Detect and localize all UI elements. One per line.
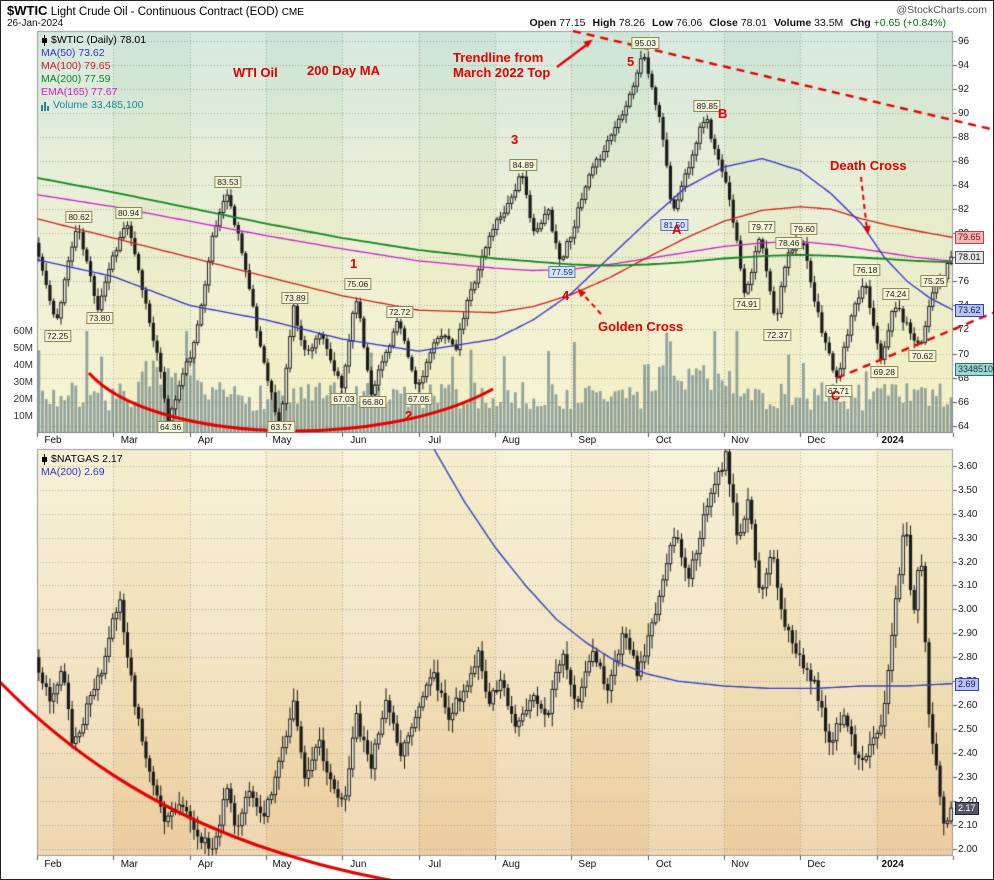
quote-value: +0.65 (+0.84%) (873, 17, 946, 29)
chart-date: 26-Jan-2024 (7, 18, 64, 29)
wtic-legend: $WTIC (Daily) 78.01 MA(50) 73.62 MA(100) 7… (41, 34, 146, 111)
volume-bars-icon (41, 101, 49, 111)
instrument-name: Light Crude Oil - Continuous Contract (E… (50, 6, 279, 18)
quote-value: 77.15 (559, 17, 586, 29)
quote-value: 78.01 (740, 17, 768, 29)
legend-item: MA(200) 77.59 (41, 73, 146, 85)
legend-text: $NATGAS 2.17 (51, 453, 123, 465)
legend-item: Volume 33,485,100 (41, 99, 146, 111)
quote-label: Close (709, 17, 741, 29)
legend-text: MA(100) 79.65 (41, 60, 111, 72)
quote-label: Low (652, 17, 676, 29)
legend-text: MA(50) 73.62 (41, 47, 105, 59)
legend-item: MA(200) 2.69 (41, 466, 123, 478)
quote-value: 78.26 (618, 17, 646, 29)
quote-label: Volume (774, 17, 815, 29)
source-credit: @StockCharts.com (896, 4, 987, 16)
legend-text: MA(200) 77.59 (41, 73, 111, 85)
quote-value: 33.5M (814, 17, 844, 29)
natgas-legend: $NATGAS 2.17 MA(200) 2.69 (41, 453, 123, 478)
legend-text: $WTIC (Daily) 78.01 (51, 34, 147, 46)
exchange: CME (281, 7, 304, 18)
quote-value: 76.06 (675, 17, 703, 29)
quote-label: High (592, 17, 619, 29)
ohlc-quote-line: Open 77.15 High 78.26 Low 76.06 Close 78.01… (529, 17, 953, 29)
candlestick-icon (42, 34, 47, 46)
legend-item: EMA(165) 77.67 (41, 86, 146, 98)
legend-item: MA(100) 79.65 (41, 60, 146, 72)
legend-text: EMA(165) 77.67 (41, 86, 118, 98)
candlestick-icon (42, 453, 47, 465)
legend-item: $WTIC (Daily) 78.01 (41, 34, 146, 46)
legend-item: MA(50) 73.62 (41, 47, 146, 59)
legend-text: MA(200) 2.69 (41, 466, 105, 478)
legend-item: $NATGAS 2.17 (41, 453, 123, 465)
quote-label: Chg (850, 17, 874, 29)
chart-header: $WTIC Light Crude Oil - Continuous Contr… (7, 3, 304, 18)
legend-text: Volume 33,485,100 (53, 99, 144, 111)
quote-label: Open (529, 17, 560, 29)
symbol: $WTIC (7, 3, 48, 18)
